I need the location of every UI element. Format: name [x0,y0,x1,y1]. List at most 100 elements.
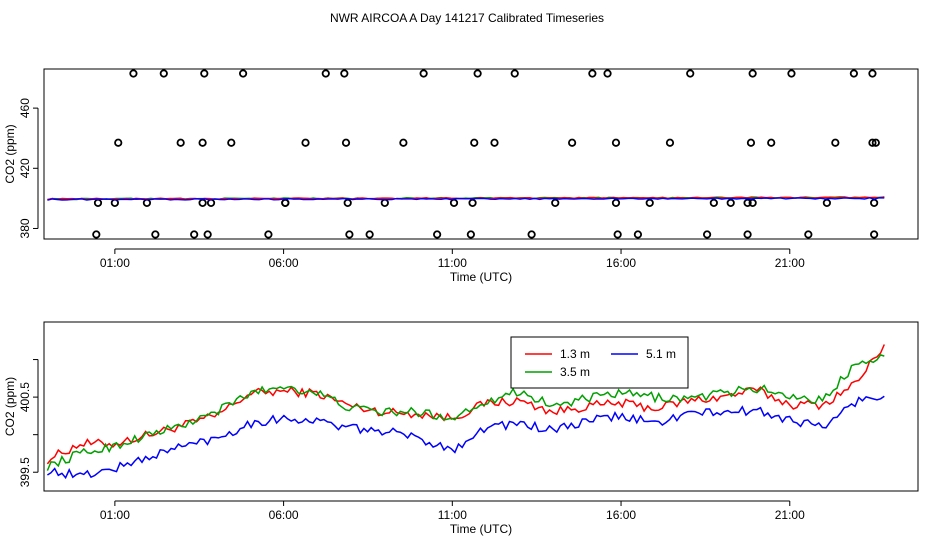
data-point [686,69,695,78]
data-point [743,230,752,239]
data-point [611,138,621,147]
data-point [588,69,597,78]
data-point [341,138,351,147]
x-tick-label: 16:00 [606,508,636,522]
data-point [198,198,207,207]
data-point [203,230,212,239]
x-tick-label: 16:00 [606,256,636,270]
data-point [190,230,199,239]
x-tick-label: 06:00 [269,256,299,270]
data-point [449,198,459,207]
data-point [419,69,428,78]
data-point [870,230,879,239]
legend-label: 3.5 m [560,365,590,379]
data-point [551,198,560,207]
y-axis-label: CO2 (ppm) [3,377,17,436]
data-point [868,138,877,147]
data-point [92,230,101,239]
y-tick-label: 380 [18,218,32,238]
y-axis-label: CO2 (ppm) [3,124,17,183]
data-point [470,138,479,147]
data-point [473,69,482,78]
series-line [46,354,885,471]
data-point [868,69,877,78]
data-point [702,230,712,239]
plot-area [47,69,885,239]
plot-frame [43,68,919,240]
data-point [281,198,290,207]
data-point [870,198,879,207]
data-point [114,138,123,147]
series-line [47,197,885,201]
data-point [206,198,216,207]
data-point [264,230,273,239]
x-tick-label: 06:00 [269,508,299,522]
x-tick-label: 11:00 [438,256,467,270]
data-point [198,138,207,147]
data-point [831,138,840,147]
data-point [748,198,757,207]
data-point [871,138,880,147]
data-point [301,138,310,147]
legend-label: 5.1 m [646,347,676,361]
data-point [633,230,643,239]
data-point [238,69,248,78]
x-tick-label: 21:00 [775,508,805,522]
data-point [110,198,119,207]
data-point [227,138,236,147]
bottom-panel-co2-smoothed: 01:00 06:00 11:00 16:00 21:00 Time (UTC) 399.5… [3,321,919,536]
data-point [380,198,389,207]
data-point [726,198,735,207]
data-point [767,138,776,147]
data-point [709,198,718,207]
data-point [151,230,160,239]
data-point [490,138,499,147]
data-point [468,198,477,207]
top-panel-co2-raw: 01:00 06:00 11:00 16:00 21:00 Time (UTC) 380 42… [3,68,919,284]
data-point [200,69,209,78]
data-point [466,230,475,239]
plot-area [46,344,885,480]
x-tick-label: 01:00 [100,508,130,522]
series-line [46,395,885,480]
data-point [176,138,185,147]
data-point [743,198,752,207]
y-tick-label: 460 [18,98,32,118]
data-point [433,230,442,239]
series-line [46,344,885,465]
x-tick-label: 21:00 [775,256,805,270]
data-point [527,230,536,239]
y-tick-label: 400.5 [18,382,32,412]
data-point [603,69,612,78]
data-point [787,69,796,78]
data-point [613,230,622,239]
y-tick-label: 420 [18,158,32,178]
data-point [568,138,577,147]
data-point [365,230,374,239]
data-point [665,138,675,147]
data-point [611,198,621,207]
data-point [343,198,352,207]
data-point [804,230,813,239]
data-point [746,138,756,147]
data-point [645,198,654,207]
y-tick-label: 399.5 [18,457,32,487]
chart-title: NWR AIRCOA A Day 141217 Calibrated Times… [330,11,604,25]
x-axis-label: Time (UTC) [450,522,512,536]
legend-box [510,336,689,389]
plot-frame [43,321,919,492]
data-point [345,230,354,239]
data-point [849,69,858,78]
data-point [321,69,330,78]
legend-label: 1.3 m [560,347,590,361]
data-point [748,69,757,78]
data-point [93,198,103,207]
data-point [822,198,831,207]
data-point [142,198,152,207]
x-axis-label: Time (UTC) [450,270,512,284]
data-point [340,69,349,78]
x-tick-label: 11:00 [438,508,467,522]
x-tick-label: 01:00 [100,256,130,270]
data-point [399,138,408,147]
legend: 1.3 m 3.5 m 5.1 m [510,336,689,389]
